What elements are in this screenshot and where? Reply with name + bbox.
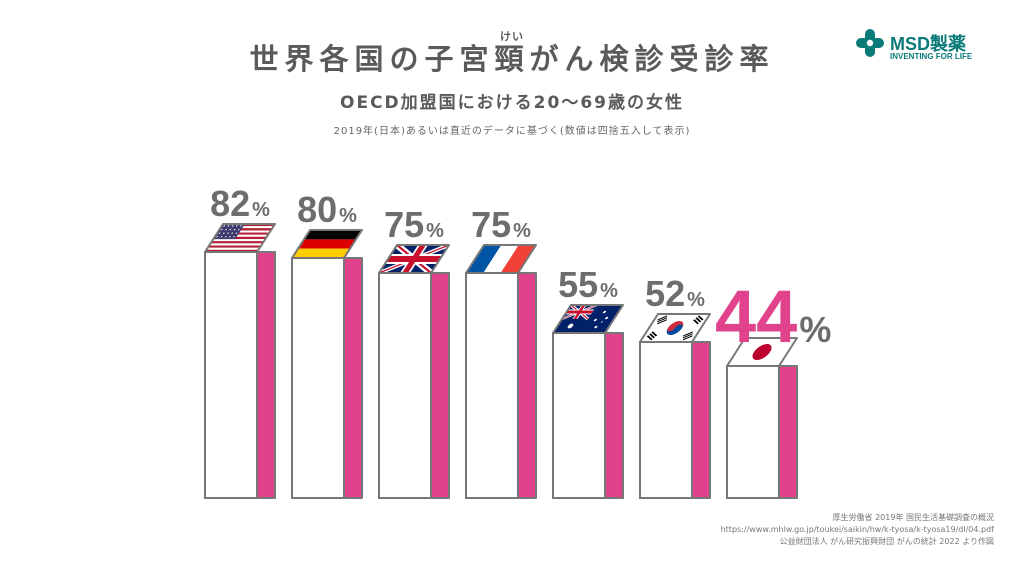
flag-outline-4 — [465, 244, 537, 274]
source-line-1: 厚生労働省 2019年 国民生活基礎調査の概況 — [832, 513, 994, 522]
us-flag — [204, 223, 276, 253]
france-flag — [465, 244, 537, 274]
bar-side-2 — [343, 257, 363, 499]
value-suffix-3: % — [426, 220, 444, 242]
flag-outline-7 — [726, 337, 798, 367]
value-suffix-2: % — [339, 205, 357, 227]
value-number-6: 52 — [645, 273, 685, 314]
value-label-5: 55% — [558, 264, 618, 305]
value-number-4: 75 — [471, 204, 511, 245]
brand-name: MSD製薬 — [890, 34, 966, 54]
bar-face-7 — [726, 365, 780, 499]
bar-face-3 — [378, 272, 432, 499]
bar-face-1 — [204, 251, 258, 499]
bar-7 — [726, 337, 798, 499]
brand-tagline: INVENTING FOR LIFE — [890, 52, 973, 61]
korea-flag — [639, 313, 711, 343]
page-title: 世界各国の子宮頸がん検診受診率 — [249, 42, 775, 76]
flag-outline-2 — [291, 229, 363, 259]
bar-side-3 — [430, 272, 450, 499]
value-label-4: 75% — [471, 204, 531, 245]
bar-face-6 — [639, 341, 693, 499]
value-label-7: 44% — [715, 275, 831, 358]
bar-4 — [465, 244, 537, 499]
bar-6 — [639, 313, 711, 499]
bar-2 — [291, 229, 363, 499]
germany-flag — [291, 229, 363, 259]
value-suffix-4: % — [513, 220, 531, 242]
bar-side-7 — [778, 365, 798, 499]
bar-side-6 — [691, 341, 711, 499]
bar-side-5 — [604, 332, 624, 499]
australia-flag — [552, 304, 624, 334]
japan-flag — [726, 337, 798, 367]
value-suffix-6: % — [687, 289, 705, 311]
flag-outline-3 — [378, 244, 450, 274]
bar-face-2 — [291, 257, 345, 499]
title-block: 世界各国の子宮頸がん検診受診率 — [0, 36, 1024, 78]
value-label-3: 75% — [384, 204, 444, 245]
value-number-5: 55 — [558, 264, 598, 305]
data-note: 2019年(日本)あるいは直近のデータに基づく(数値は四捨五入して表示) — [333, 126, 691, 137]
msd-logo-mark — [856, 29, 884, 57]
bar-side-4 — [517, 272, 537, 499]
value-number-2: 80 — [297, 189, 337, 230]
bar-3 — [378, 244, 450, 499]
value-label-2: 80% — [297, 189, 357, 230]
value-label-1: 82% — [210, 183, 270, 224]
value-suffix-5: % — [600, 280, 618, 302]
source-line-3: 公益財団法人 がん研究振興財団 がんの統計 2022 より作図 — [779, 537, 994, 546]
bar-1 — [204, 223, 276, 499]
title-ruby: けい — [499, 30, 524, 43]
value-number-7: 44 — [715, 275, 797, 358]
value-number-1: 82 — [210, 183, 250, 224]
value-suffix-7: % — [799, 309, 831, 350]
uk-flag — [378, 244, 450, 274]
flag-outline-5 — [552, 304, 624, 334]
flag-outline-6 — [639, 313, 711, 343]
bar-face-4 — [465, 272, 519, 499]
value-label-6: 52% — [645, 273, 705, 314]
source-line-2: https://www.mhlw.go.jp/toukei/saikin/hw/… — [720, 525, 994, 534]
msd-logo — [856, 29, 884, 57]
value-number-3: 75 — [384, 204, 424, 245]
bar-face-5 — [552, 332, 606, 499]
value-suffix-1: % — [252, 199, 270, 221]
bar-5 — [552, 304, 624, 499]
bar-side-1 — [256, 251, 276, 499]
source-block: 厚生労働省 2019年 国民生活基礎調査の概況 https://www.mhlw… — [721, 512, 994, 548]
page-subtitle: OECD加盟国における20～69歳の女性 — [340, 93, 684, 113]
flag-outline-1 — [204, 223, 276, 253]
